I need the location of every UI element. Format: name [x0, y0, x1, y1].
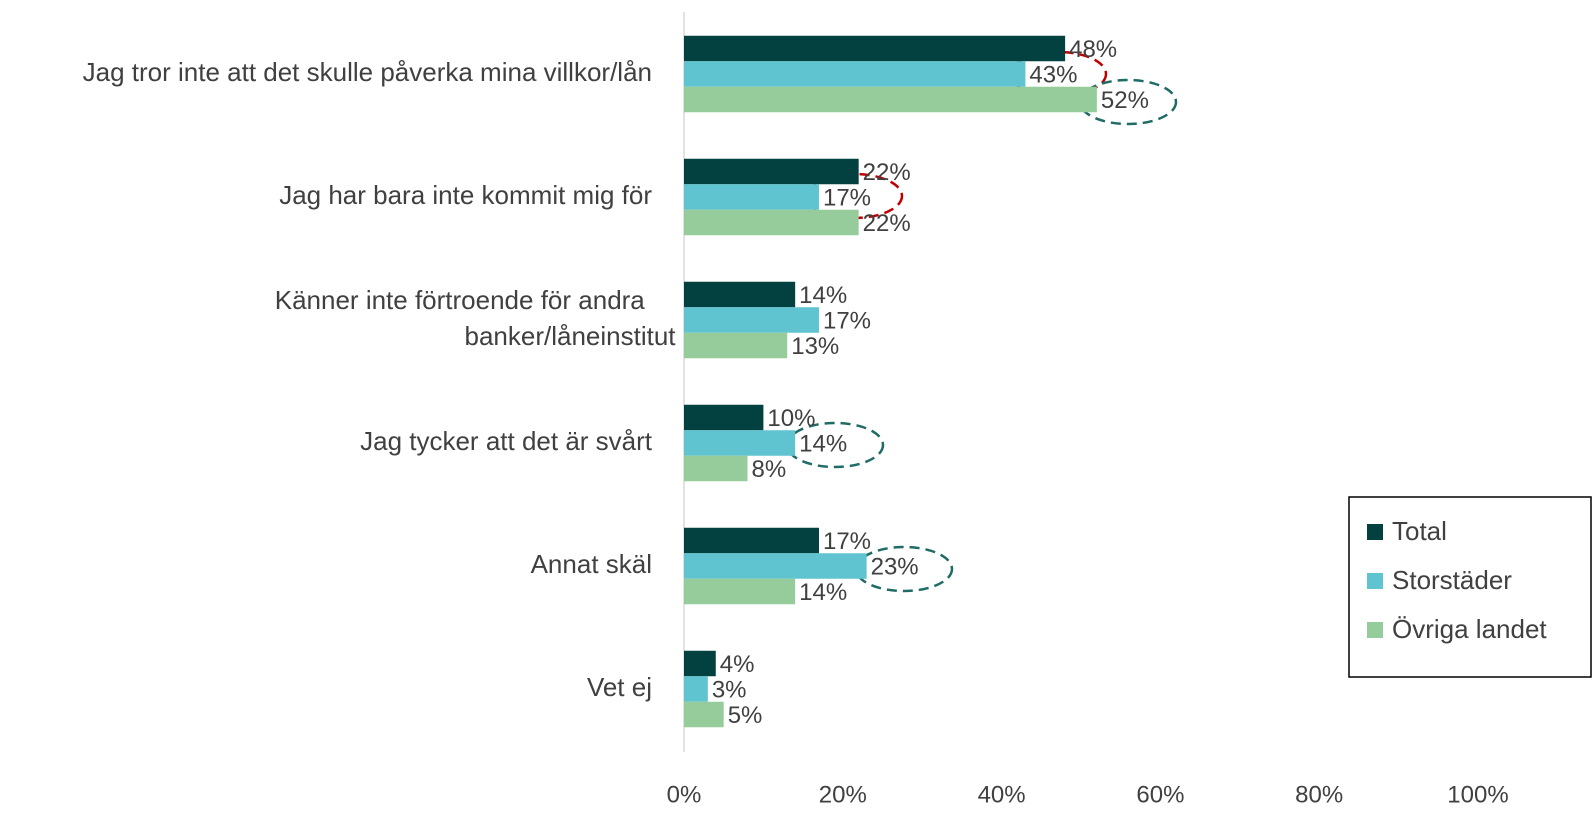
y-tick-label: Jag tycker att det är svårt: [360, 426, 653, 456]
x-tick-label: 100%: [1447, 781, 1508, 808]
y-tick-label: Jag tror inte att det skulle påverka min…: [83, 57, 652, 87]
data-label: 13%: [791, 333, 839, 360]
legend-swatch: [1367, 622, 1383, 638]
x-tick-label: 80%: [1295, 781, 1343, 808]
x-tick-label: 60%: [1136, 781, 1184, 808]
bar: [684, 650, 716, 677]
y-tick-label: Jag har bara inte kommit mig för: [279, 180, 652, 210]
bar: [684, 86, 1097, 113]
bar: [684, 578, 796, 605]
bar: [684, 527, 819, 554]
x-tick-label: 20%: [819, 781, 867, 808]
bar: [684, 209, 859, 236]
y-tick-label: Känner inte förtroende för andra banker/…: [275, 285, 677, 351]
data-label: 48%: [1069, 36, 1117, 63]
data-label: 8%: [752, 456, 787, 483]
bar: [684, 455, 748, 482]
data-label: 4%: [720, 651, 755, 678]
bar: [684, 404, 764, 431]
legend-label: Storstäder: [1392, 565, 1512, 595]
data-label: 22%: [863, 159, 911, 186]
legend-swatch: [1367, 524, 1383, 540]
bar: [684, 332, 788, 359]
data-label: 3%: [712, 676, 747, 703]
data-label: 17%: [823, 528, 871, 555]
bar: [684, 61, 1026, 87]
bar: [684, 184, 819, 210]
data-label: 23%: [871, 553, 919, 580]
legend-label: Total: [1392, 516, 1447, 546]
bar: [684, 676, 708, 702]
x-tick-label: 0%: [667, 781, 702, 808]
data-label: 22%: [863, 210, 911, 237]
data-label: 14%: [799, 430, 847, 457]
bar: [684, 553, 867, 579]
data-label: 43%: [1029, 61, 1077, 88]
data-label: 52%: [1101, 87, 1149, 114]
data-label: 14%: [799, 579, 847, 606]
data-label: 5%: [728, 702, 763, 729]
data-label: 14%: [799, 282, 847, 309]
legend-box: [1348, 496, 1592, 678]
bar: [684, 307, 819, 333]
bar: [684, 281, 796, 308]
bar: [684, 701, 724, 728]
y-tick-label: Vet ej: [587, 672, 652, 702]
x-tick-label: 40%: [978, 781, 1026, 808]
bar: [684, 158, 859, 185]
y-tick-label: Annat skäl: [531, 549, 652, 579]
data-label: 10%: [767, 405, 815, 432]
bar: [684, 430, 796, 456]
data-label: 17%: [823, 307, 871, 334]
legend-swatch: [1367, 573, 1383, 589]
data-label: 17%: [823, 184, 871, 211]
bar: [684, 35, 1066, 62]
legend-label: Övriga landet: [1392, 614, 1547, 644]
